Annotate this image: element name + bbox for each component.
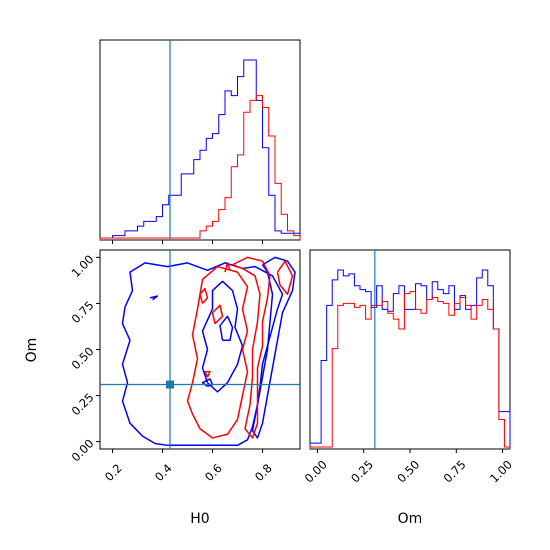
- tick-label-om-x-1: 0.25: [348, 457, 376, 485]
- tick-label-om-y-3: 0.75: [69, 298, 97, 326]
- contour-red-2: [276, 260, 294, 295]
- x-axis-label-om: Om: [398, 511, 423, 527]
- contour-blue-3: [251, 256, 296, 439]
- tick-label-om-y-2: 0.50: [69, 344, 97, 372]
- panel-om-histogram: [309, 249, 511, 450]
- panel-h0-histogram: [99, 39, 301, 241]
- contour-red-3: [211, 304, 224, 325]
- contour-blue-4: [201, 378, 214, 388]
- tick-label-h0-2: 0.6: [202, 461, 225, 484]
- contour-blue-1: [201, 280, 244, 393]
- tick-label-om-x-2: 0.50: [394, 457, 422, 485]
- tick-label-om-y-4: 1.00: [69, 252, 97, 280]
- tick-label-om-y-1: 0.25: [69, 390, 97, 418]
- contour-blue-5: [149, 295, 159, 301]
- tick-label-h0-0: 0.2: [102, 461, 125, 484]
- contour-red-6: [204, 370, 211, 378]
- contour-group: [121, 256, 296, 447]
- x-axis-label-h0: H0: [190, 511, 209, 527]
- contour-red-0: [186, 265, 249, 439]
- tick-label-om-x-0: 0.00: [302, 457, 330, 485]
- h0-histogram-series-blue: [99, 59, 301, 240]
- om-histogram-series-blue: [309, 269, 511, 449]
- tick-label-om-y-0: 0.00: [69, 436, 97, 464]
- contour-red-1: [232, 256, 271, 439]
- tick-label-h0-3: 0.8: [252, 461, 275, 484]
- tick-label-om-x-4: 1.00: [487, 457, 515, 485]
- y-axis-label-om: Om: [24, 338, 40, 363]
- contour-blue-2: [219, 315, 234, 342]
- om-histogram-series-red: [309, 291, 511, 449]
- tick-label-h0-1: 0.4: [152, 461, 175, 484]
- om-histogram-layer: [309, 250, 511, 449]
- contour-red-5: [224, 262, 231, 273]
- contour-layer: [100, 250, 300, 449]
- truth-marker: [166, 380, 174, 389]
- h0-histogram-series-red: [99, 95, 301, 240]
- contour-red-4: [199, 287, 209, 304]
- tick-label-om-x-3: 0.75: [441, 457, 469, 485]
- h0-histogram-layer: [99, 40, 301, 240]
